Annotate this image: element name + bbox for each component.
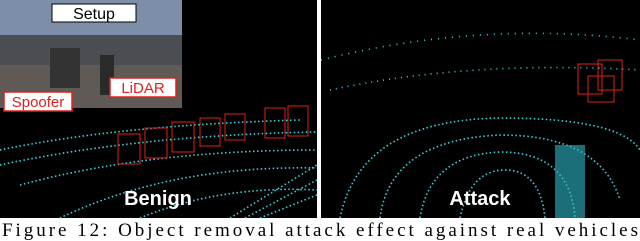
inset-label: Spoofer (12, 94, 65, 111)
lidar-points (244, 179, 318, 219)
label-box (109, 77, 177, 98)
bbox (587, 75, 615, 103)
vehicle-boxes (117, 105, 309, 165)
setup-photo: Setup Spoofer LiDAR (0, 0, 182, 112)
photo-cars (0, 35, 182, 65)
lidar-points (139, 188, 318, 219)
bbox (264, 107, 286, 139)
panel-label: Attack (449, 188, 511, 210)
lidar-points (0, 119, 301, 151)
lidar-points (320, 32, 640, 61)
panel-bg (321, 0, 640, 218)
caption: Figure 12: Object removal attack effect … (2, 220, 638, 241)
lidar-points (19, 149, 318, 186)
lidar-points (229, 164, 318, 219)
bbox (224, 113, 246, 141)
label-box (3, 91, 73, 112)
lidar-points (379, 134, 621, 219)
bbox (287, 105, 309, 137)
bbox (577, 63, 603, 95)
label-box (51, 3, 137, 23)
spoofer-device (50, 48, 80, 88)
bbox (144, 127, 168, 159)
bbox (199, 117, 221, 147)
benign-panel: Setup Spoofer LiDAR Benign (0, 0, 318, 219)
attack-panel: Attack (320, 0, 640, 219)
inset-title: Setup (73, 6, 115, 23)
lidar-wall (555, 145, 585, 218)
bbox (597, 59, 623, 91)
lidar-points (459, 169, 546, 219)
bbox (117, 133, 141, 165)
bbox (171, 121, 195, 153)
inset-label: LiDAR (121, 80, 165, 97)
panel-label: Benign (124, 188, 192, 210)
